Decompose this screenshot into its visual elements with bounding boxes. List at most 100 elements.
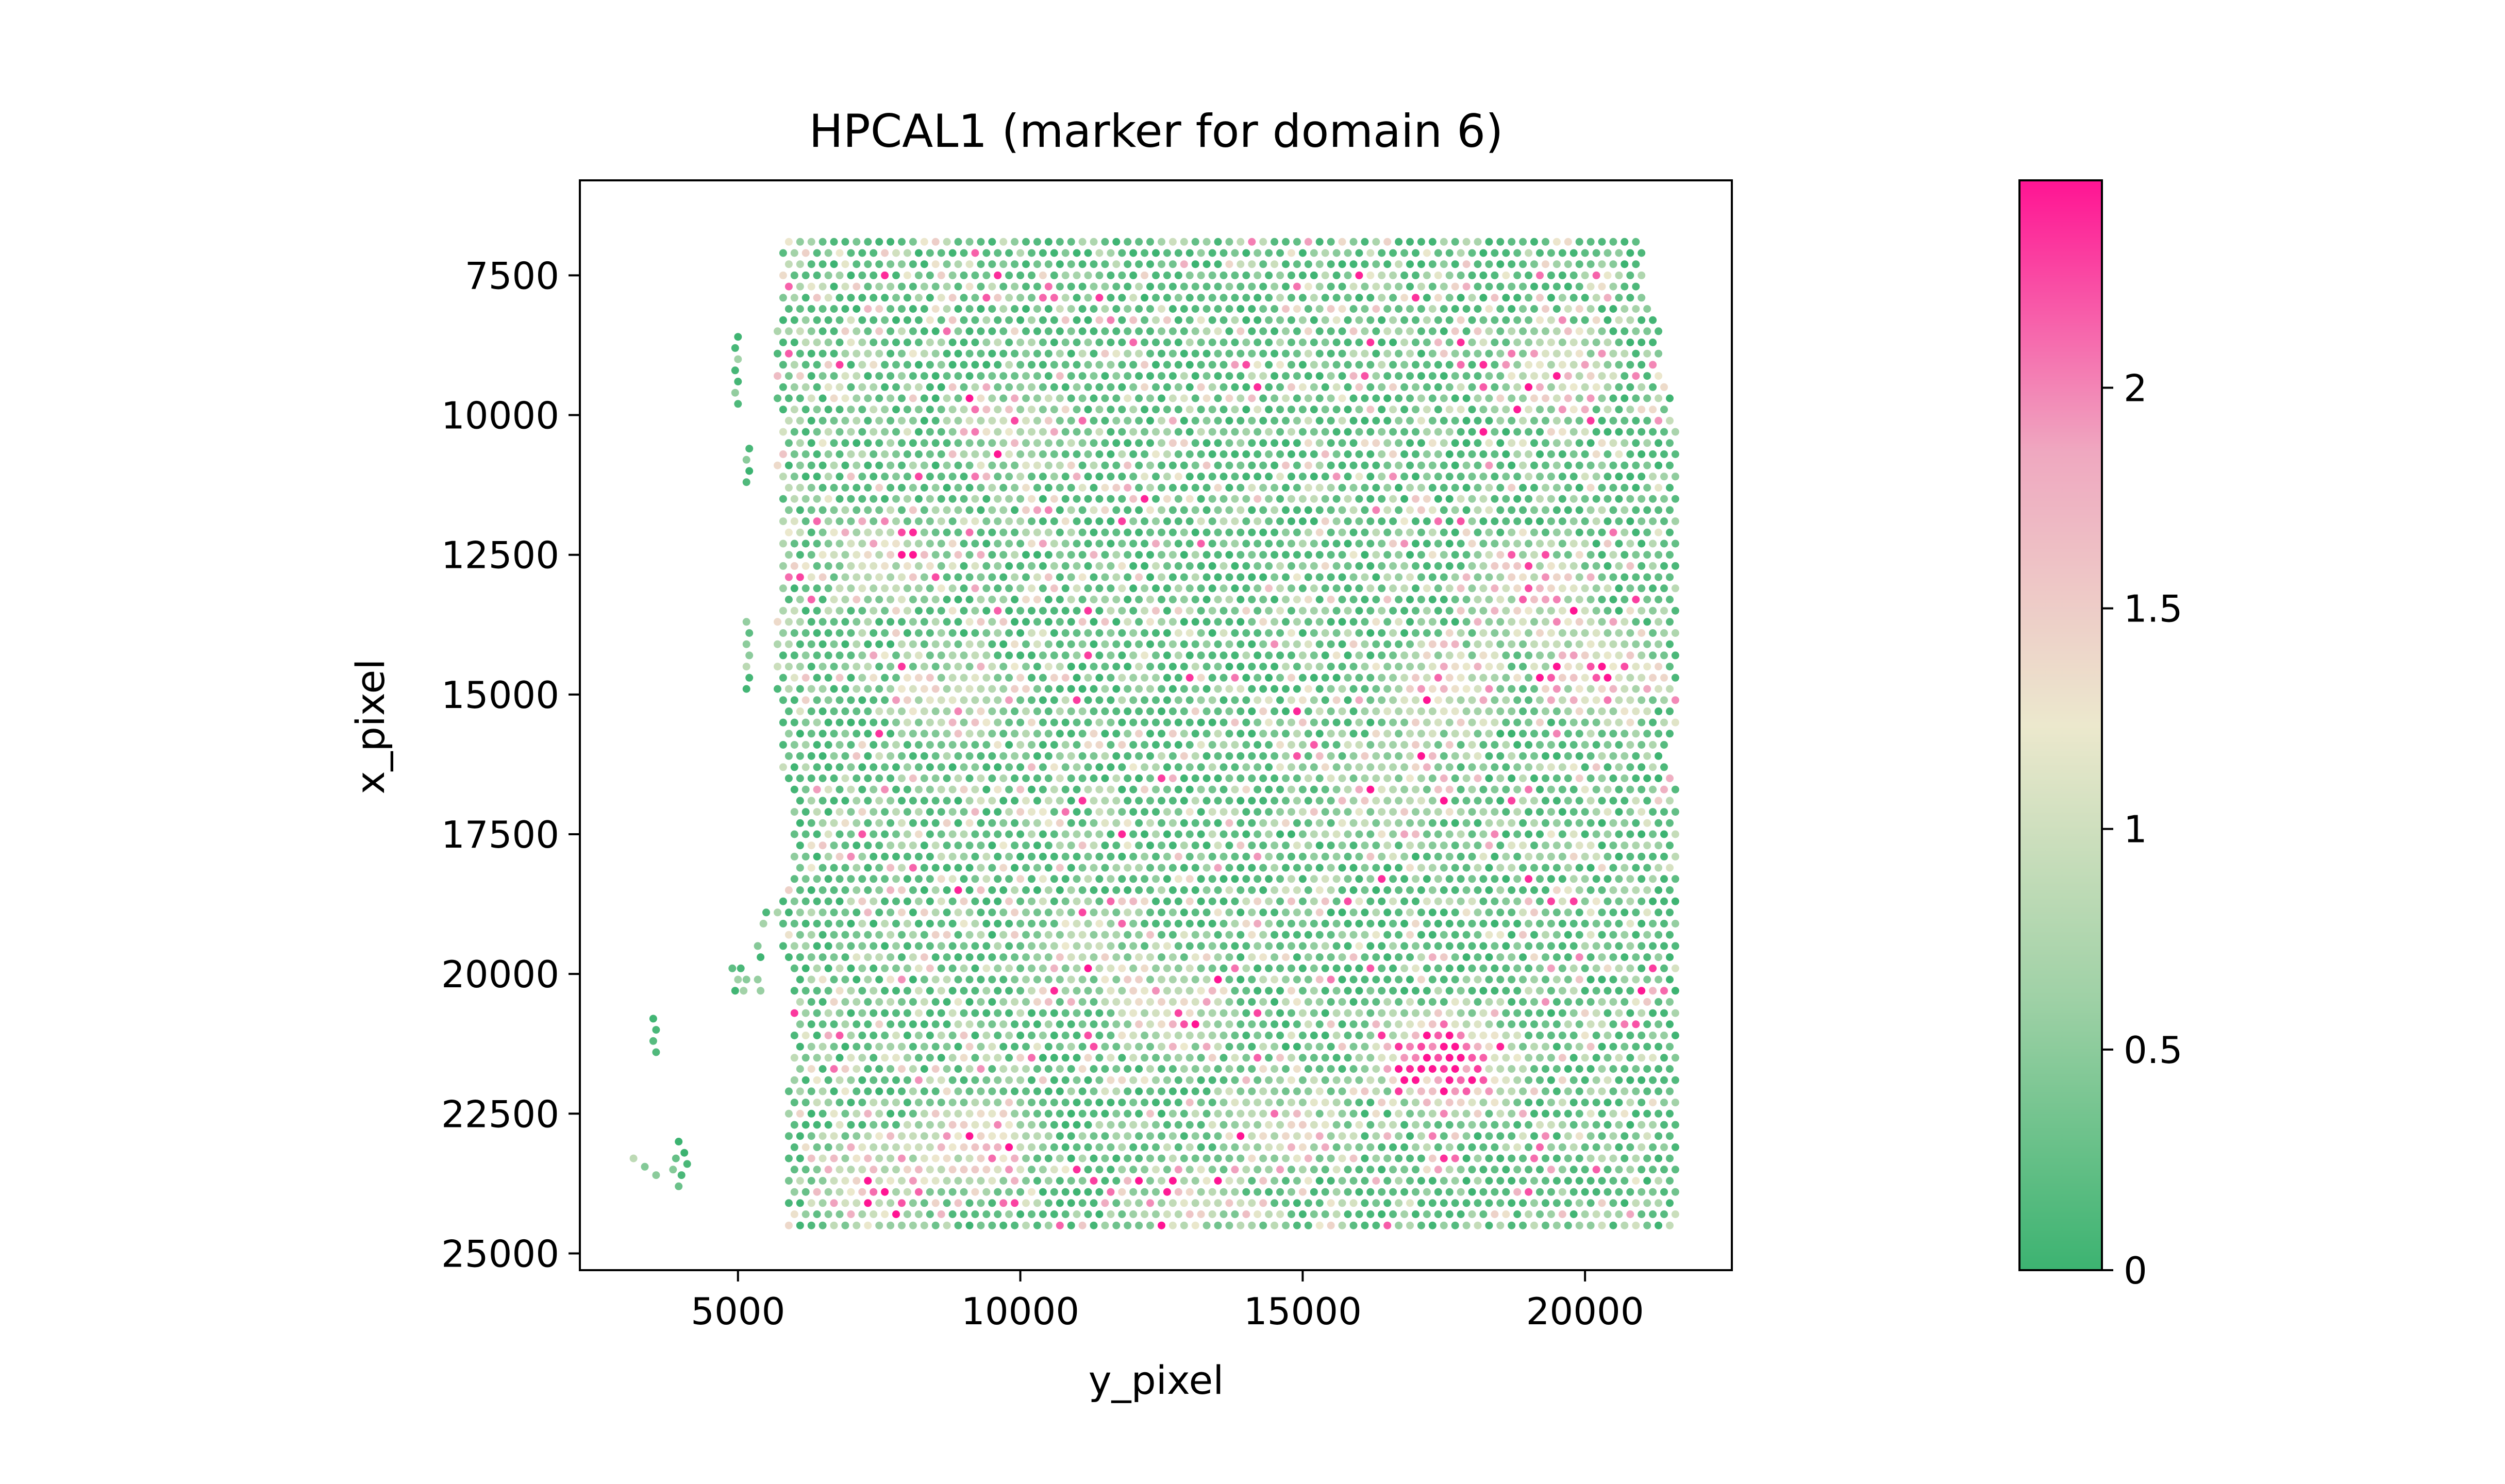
data-spot bbox=[1044, 551, 1053, 559]
data-spot bbox=[903, 294, 911, 302]
data-spot bbox=[1185, 539, 1194, 548]
data-spot bbox=[937, 294, 945, 302]
data-spot bbox=[1141, 629, 1149, 637]
data-spot bbox=[1231, 785, 1239, 794]
data-spot bbox=[1185, 629, 1194, 637]
data-spot bbox=[982, 316, 991, 324]
data-spot bbox=[1615, 673, 1623, 682]
data-spot bbox=[1671, 450, 1679, 458]
data-spot bbox=[1152, 696, 1160, 704]
data-spot bbox=[1417, 707, 1425, 715]
data-spot bbox=[779, 316, 787, 324]
data-spot bbox=[1141, 450, 1149, 458]
data-spot bbox=[1180, 327, 1188, 335]
data-spot bbox=[1479, 629, 1488, 637]
data-spot bbox=[1276, 406, 1284, 414]
data-spot bbox=[1552, 327, 1561, 335]
data-spot bbox=[1530, 752, 1538, 760]
data-spot bbox=[1400, 718, 1409, 727]
data-spot bbox=[824, 741, 832, 749]
data-spot bbox=[1180, 685, 1188, 693]
data-spot bbox=[1508, 282, 1516, 291]
data-spot bbox=[1547, 361, 1555, 369]
data-spot bbox=[999, 238, 1008, 246]
data-spot bbox=[1271, 282, 1279, 291]
data-spot bbox=[1525, 517, 1533, 526]
data-spot bbox=[864, 618, 872, 626]
data-spot bbox=[1395, 864, 1403, 872]
data-spot bbox=[1298, 584, 1307, 593]
data-spot bbox=[1124, 908, 1132, 917]
data-spot bbox=[1298, 696, 1307, 704]
data-spot bbox=[898, 774, 906, 782]
data-spot bbox=[1293, 841, 1301, 850]
data-spot bbox=[1287, 920, 1295, 927]
data-spot bbox=[1259, 864, 1267, 872]
data-spot bbox=[836, 808, 844, 816]
data-spot bbox=[1491, 495, 1499, 503]
data-spot bbox=[870, 249, 878, 257]
data-spot bbox=[819, 819, 827, 827]
data-spot bbox=[1135, 841, 1143, 850]
data-spot bbox=[1168, 282, 1177, 291]
data-spot bbox=[1112, 282, 1121, 291]
data-spot bbox=[1129, 539, 1138, 548]
data-spot bbox=[1502, 629, 1510, 637]
data-spot bbox=[875, 774, 883, 782]
data-spot bbox=[1468, 897, 1476, 905]
data-spot bbox=[1315, 931, 1324, 939]
data-spot bbox=[1372, 663, 1380, 671]
data-spot bbox=[914, 406, 923, 414]
data-spot bbox=[1621, 596, 1629, 603]
data-spot bbox=[1090, 461, 1098, 469]
data-spot bbox=[1586, 886, 1595, 894]
data-spot bbox=[824, 383, 832, 391]
data-spot bbox=[937, 584, 945, 593]
data-spot bbox=[1107, 606, 1115, 615]
data-spot bbox=[1225, 282, 1233, 291]
data-spot bbox=[1592, 696, 1600, 704]
data-spot bbox=[1078, 394, 1087, 402]
data-spot bbox=[1185, 271, 1194, 279]
data-spot bbox=[1569, 428, 1578, 436]
data-spot bbox=[858, 808, 866, 816]
data-spot bbox=[1112, 819, 1121, 827]
data-spot bbox=[1084, 629, 1092, 637]
data-spot bbox=[864, 797, 872, 805]
data-spot bbox=[920, 528, 928, 536]
data-spot bbox=[1513, 673, 1522, 682]
data-spot bbox=[1530, 484, 1538, 492]
data-spot bbox=[1124, 774, 1132, 782]
data-spot bbox=[1383, 685, 1392, 693]
data-spot bbox=[892, 249, 900, 257]
data-spot bbox=[1581, 696, 1589, 704]
data-spot bbox=[1378, 875, 1386, 883]
data-spot bbox=[779, 942, 787, 950]
data-spot bbox=[892, 428, 900, 436]
data-spot bbox=[988, 327, 996, 335]
data-spot bbox=[784, 618, 793, 626]
data-spot bbox=[1564, 886, 1572, 894]
data-spot bbox=[1118, 741, 1126, 749]
data-spot bbox=[807, 886, 815, 894]
data-spot bbox=[1395, 573, 1403, 581]
data-spot bbox=[1406, 908, 1414, 917]
data-spot bbox=[853, 908, 861, 917]
data-spot bbox=[1067, 327, 1075, 335]
data-spot bbox=[1542, 618, 1549, 626]
data-spot bbox=[1028, 316, 1036, 324]
data-spot bbox=[1141, 584, 1149, 593]
data-spot bbox=[1146, 797, 1154, 805]
data-spot bbox=[1254, 339, 1262, 346]
data-spot bbox=[948, 539, 957, 548]
data-spot bbox=[784, 282, 793, 291]
data-spot bbox=[1265, 450, 1273, 458]
data-spot bbox=[1496, 752, 1505, 760]
data-spot bbox=[1152, 763, 1160, 771]
data-spot bbox=[1033, 439, 1041, 447]
data-spot bbox=[1536, 339, 1544, 346]
data-spot bbox=[1508, 349, 1516, 358]
data-spot bbox=[1632, 797, 1640, 805]
data-spot bbox=[948, 629, 957, 637]
data-spot bbox=[1569, 875, 1578, 883]
